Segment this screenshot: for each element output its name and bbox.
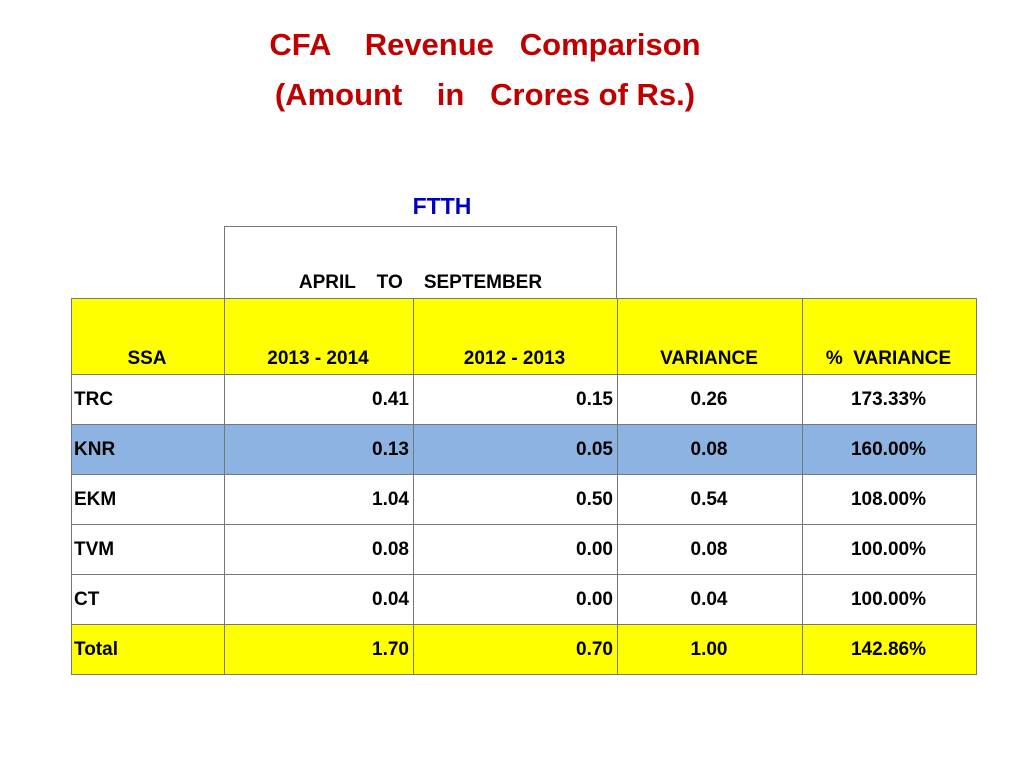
cell-variance: 0.54 [617, 474, 803, 525]
cell-2013-2014: 0.08 [224, 524, 414, 575]
cell-pct-variance: 100.00% [802, 524, 977, 575]
cell-variance: 0.08 [617, 524, 803, 575]
cell-2013-2014: 1.70 [224, 624, 414, 675]
header-ssa: SSA [71, 298, 225, 375]
table-row: CT 0.04 0.00 0.04 100.00% [71, 574, 977, 625]
header-2012-2013: 2012 - 2013 [413, 298, 618, 375]
period-header-box: APRIL TO SEPTEMBER [224, 226, 617, 298]
cell-2012-2013: 0.05 [413, 424, 618, 475]
cell-2012-2013: 0.15 [413, 374, 618, 425]
slide-title-line-2: (Amount in Crores of Rs.) [274, 77, 696, 112]
cell-2013-2014: 0.41 [224, 374, 414, 425]
cell-variance: 0.26 [617, 374, 803, 425]
header-variance: VARIANCE [617, 298, 803, 375]
cell-2013-2014: 0.13 [224, 424, 414, 475]
cell-2012-2013: 0.00 [413, 574, 618, 625]
header-2013-2014: 2013 - 2014 [224, 298, 414, 375]
period-label: APRIL TO SEPTEMBER [298, 272, 543, 293]
cell-ssa: EKM [71, 474, 225, 525]
cell-ssa: KNR [71, 424, 225, 475]
cell-ssa: TVM [71, 524, 225, 575]
cell-variance: 0.08 [617, 424, 803, 475]
cell-2013-2014: 0.04 [224, 574, 414, 625]
revenue-comparison-table: SSA 2013 - 2014 2012 - 2013 VARIANCE % V… [71, 298, 977, 675]
cell-2013-2014: 1.04 [224, 474, 414, 525]
cell-pct-variance: 100.00% [802, 574, 977, 625]
cell-2012-2013: 0.70 [413, 624, 618, 675]
cell-pct-variance: 160.00% [802, 424, 977, 475]
table-row: TVM 0.08 0.00 0.08 100.00% [71, 524, 977, 575]
cell-ssa: TRC [71, 374, 225, 425]
table-header-row: SSA 2013 - 2014 2012 - 2013 VARIANCE % V… [71, 298, 977, 375]
cell-pct-variance: 173.33% [802, 374, 977, 425]
table-row: EKM 1.04 0.50 0.54 108.00% [71, 474, 977, 525]
header-pct-variance: % VARIANCE [802, 298, 977, 375]
cell-ssa: Total [71, 624, 225, 675]
cell-variance: 1.00 [617, 624, 803, 675]
cell-2012-2013: 0.50 [413, 474, 618, 525]
slide-title-line-1: CFA Revenue Comparison [269, 27, 701, 62]
cell-pct-variance: 142.86% [802, 624, 977, 675]
cell-ssa: CT [71, 574, 225, 625]
table-total-row: Total 1.70 0.70 1.00 142.86% [71, 624, 977, 675]
cell-2012-2013: 0.00 [413, 524, 618, 575]
section-label: FTTH [412, 193, 472, 219]
cell-variance: 0.04 [617, 574, 803, 625]
table-row: TRC 0.41 0.15 0.26 173.33% [71, 374, 977, 425]
cell-pct-variance: 108.00% [802, 474, 977, 525]
table-row: KNR 0.13 0.05 0.08 160.00% [71, 424, 977, 475]
